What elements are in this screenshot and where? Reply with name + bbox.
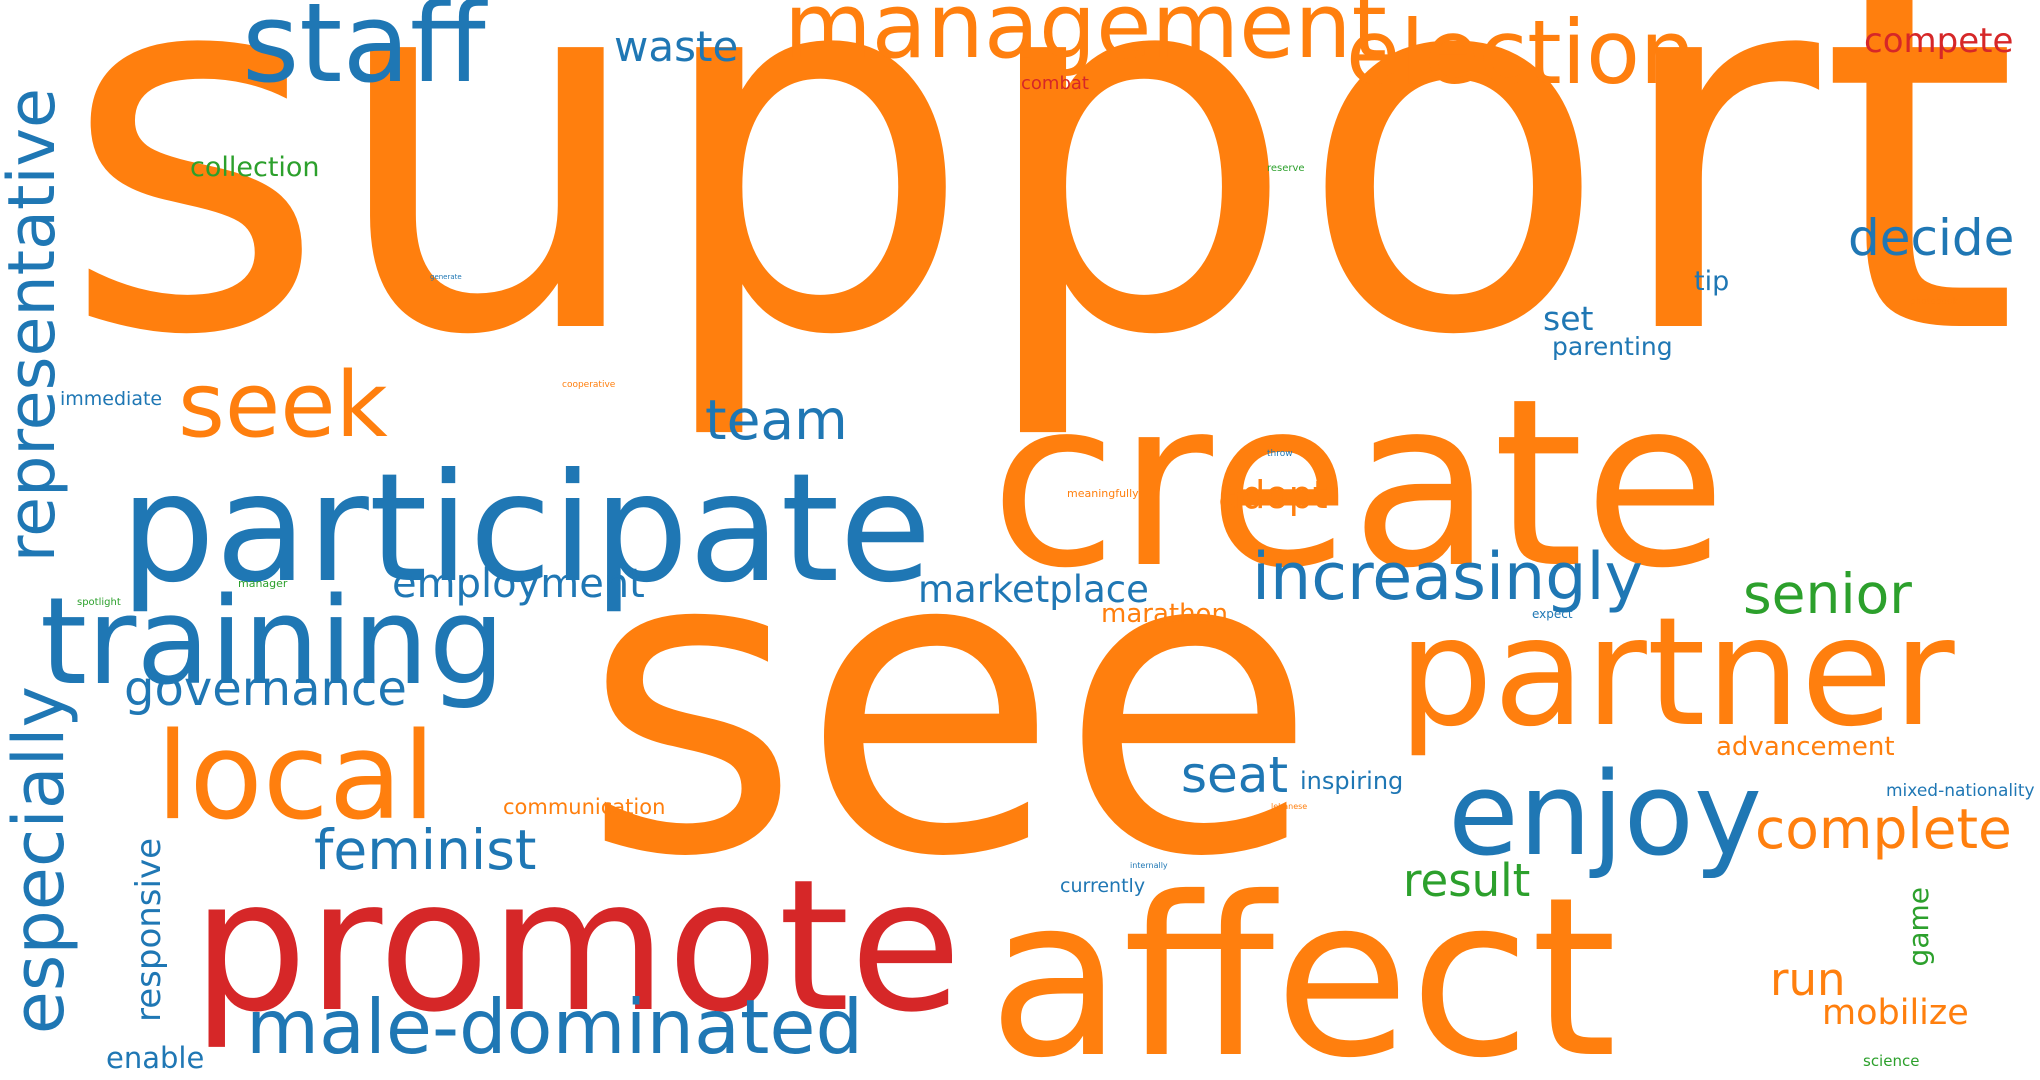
word-generate: generate xyxy=(430,273,462,281)
word-collection: collection xyxy=(190,152,320,183)
word-local: local xyxy=(156,708,436,847)
word-lebanese: lebanese xyxy=(1271,802,1308,811)
word-seat: seat xyxy=(1181,746,1289,804)
word-complete: complete xyxy=(1755,797,2012,861)
word-manager: manager xyxy=(238,577,288,590)
word-compete: compete xyxy=(1864,21,2014,61)
word-science: science xyxy=(1863,1052,1920,1070)
word-meaningfully: meaningfully xyxy=(1067,487,1139,500)
word-marketplace: marketplace xyxy=(918,568,1149,611)
word-mobilize: mobilize xyxy=(1822,993,1969,1033)
word-governance: governance xyxy=(124,661,407,717)
word-affect: affect xyxy=(988,850,1617,1080)
word-photobook: photobook xyxy=(1910,297,1958,307)
word-representative: representative xyxy=(0,88,70,563)
word-result: result xyxy=(1403,854,1531,907)
word-currently: currently xyxy=(1060,875,1146,897)
word-male-dominated: male-dominated xyxy=(246,983,864,1071)
word-enable: enable xyxy=(106,1041,205,1075)
word-run: run xyxy=(1770,953,1846,1006)
word-expect: expect xyxy=(1532,607,1573,621)
word-management: management xyxy=(784,0,1387,79)
word-promote: promote xyxy=(192,840,962,1052)
word-decide: decide xyxy=(1848,209,2015,267)
word-feminist: feminist xyxy=(314,818,537,882)
word-reserve: reserve xyxy=(1267,163,1305,174)
word-seek: seek xyxy=(178,353,388,458)
word-staff: staff xyxy=(242,0,486,107)
word-support: support xyxy=(61,0,2020,447)
word-waste: waste xyxy=(614,22,739,71)
word-mixed-nationality: mixed-nationality xyxy=(1886,781,2035,801)
word-increasingly: increasingly xyxy=(1252,540,1644,615)
word-employment: employment xyxy=(392,561,645,607)
word-internally: internally xyxy=(1130,861,1168,870)
word-election: election xyxy=(1346,1,1696,104)
word-partner: partner xyxy=(1398,586,1955,760)
word-cooperative: cooperative xyxy=(562,380,616,390)
word-training: training xyxy=(40,573,505,712)
word-senior: senior xyxy=(1743,562,1912,626)
word-set: set xyxy=(1543,299,1594,338)
word-see: see xyxy=(582,460,1318,949)
word-advancement: advancement xyxy=(1716,732,1895,762)
word-spotlight: spotlight xyxy=(77,597,121,608)
word-adopt: adopt xyxy=(1218,473,1328,517)
word-parenting: parenting xyxy=(1552,332,1673,361)
word-combat: combat xyxy=(1021,73,1089,94)
word-game: game xyxy=(1902,887,1935,967)
word-responsive: responsive xyxy=(129,838,169,1022)
word-communication: communication xyxy=(503,795,666,819)
word-throw: throw xyxy=(1267,449,1293,459)
word-enjoy: enjoy xyxy=(1448,748,1763,882)
word-participate: participate xyxy=(120,442,932,616)
word-inspiring: inspiring xyxy=(1300,767,1404,795)
word-marathon: marathon xyxy=(1101,599,1228,629)
word-tip: tip xyxy=(1694,266,1730,297)
word-create: create xyxy=(990,349,1727,619)
word-especially: especially xyxy=(0,686,80,1035)
word-immediate: immediate xyxy=(60,388,163,410)
word-team: team xyxy=(705,388,848,452)
